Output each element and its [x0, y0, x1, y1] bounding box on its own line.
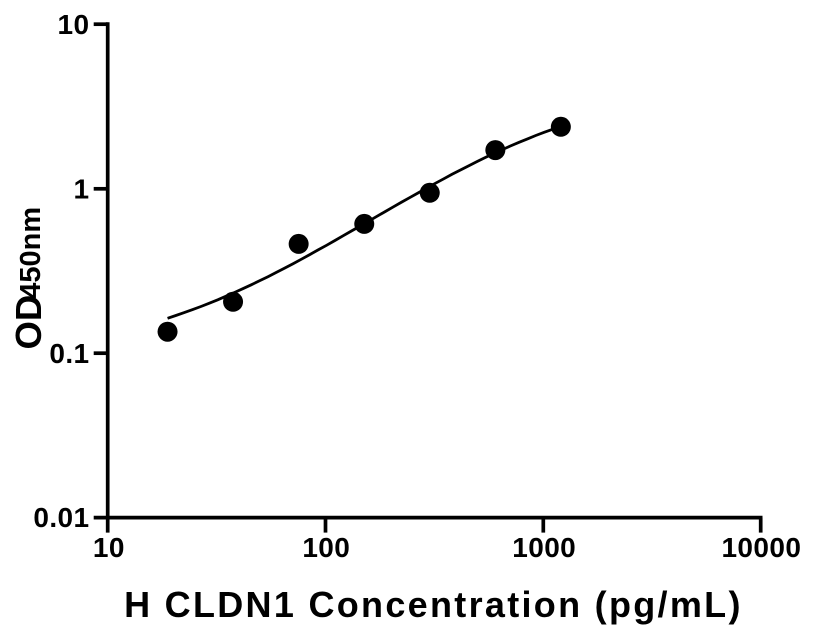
svg-text:10: 10	[93, 532, 125, 563]
svg-text:1: 1	[74, 173, 90, 204]
svg-text:10: 10	[58, 9, 90, 40]
svg-text:0.01: 0.01	[33, 502, 89, 533]
svg-text:100: 100	[302, 532, 350, 563]
svg-text:OD450nm: OD450nm	[8, 207, 49, 350]
svg-text:10000: 10000	[721, 532, 801, 563]
svg-text:0.1: 0.1	[49, 338, 89, 369]
svg-text:1000: 1000	[512, 532, 576, 563]
svg-text:H CLDN1 Concentration (pg/mL): H CLDN1 Concentration (pg/mL)	[124, 584, 743, 625]
